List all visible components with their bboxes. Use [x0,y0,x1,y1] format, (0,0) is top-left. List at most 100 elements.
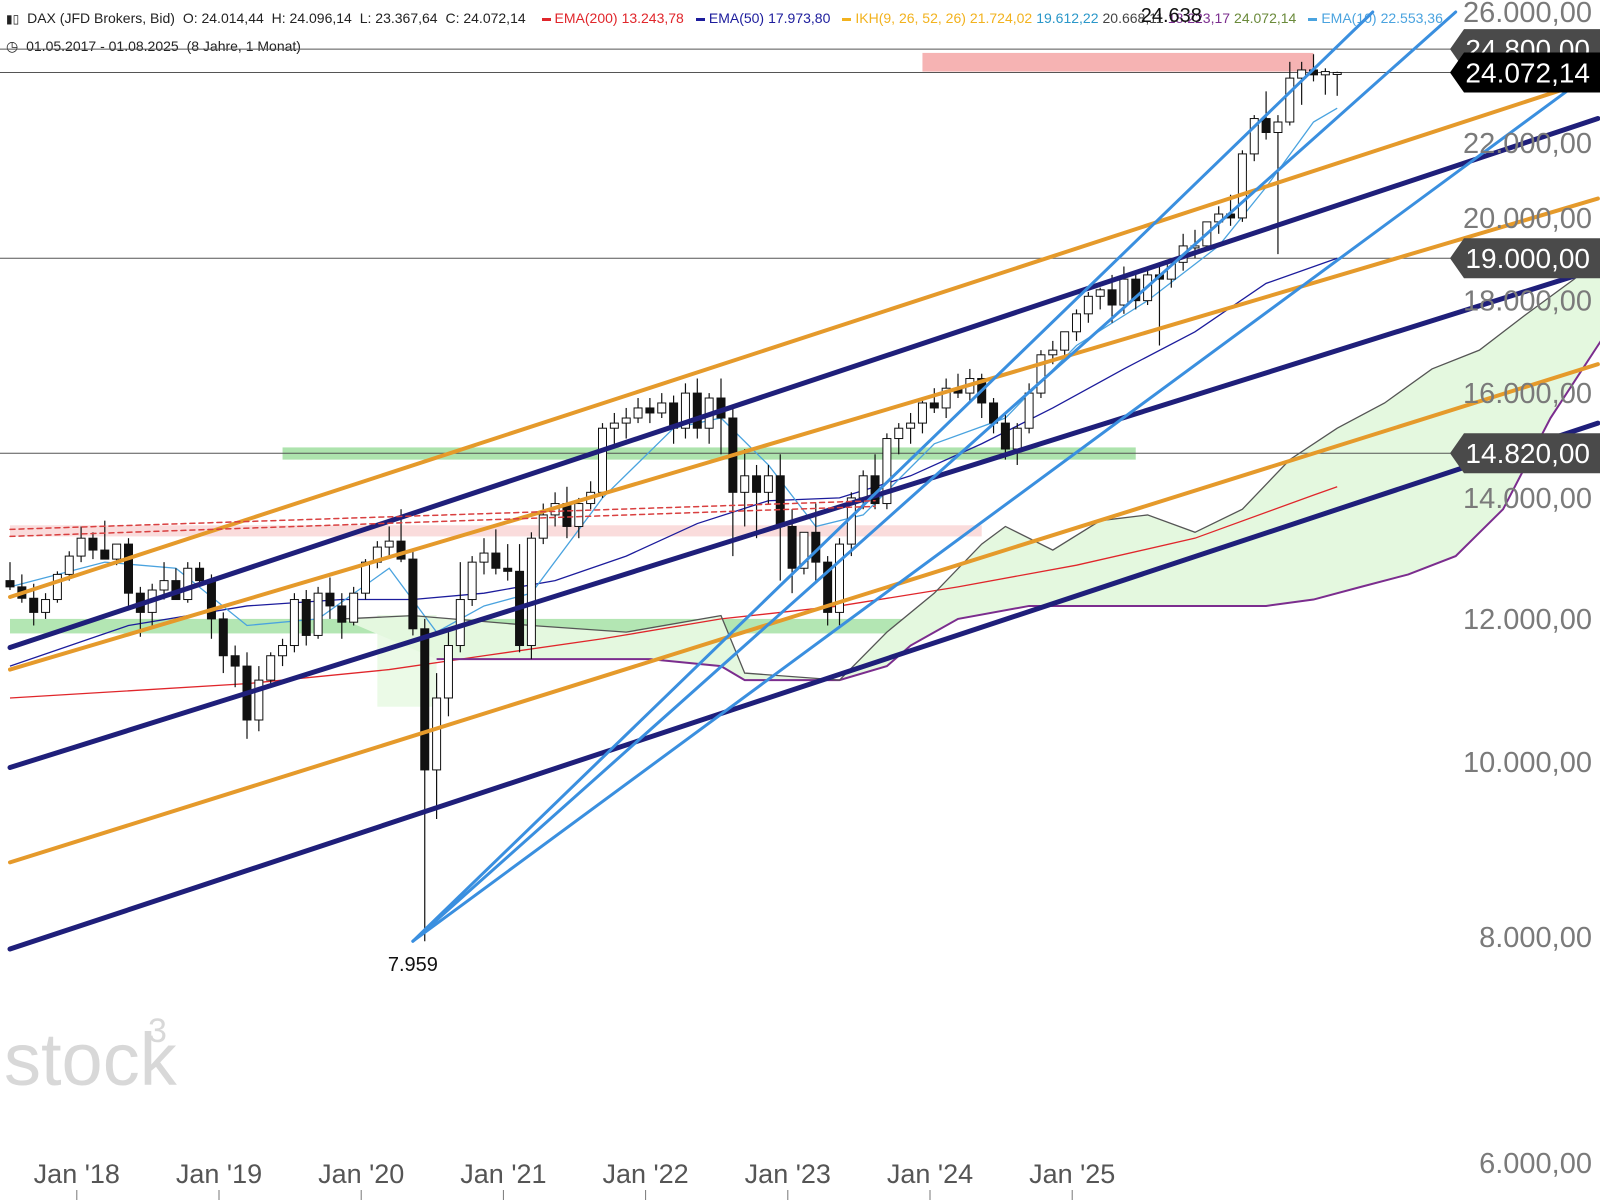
candle-body [799,531,809,569]
y-axis-tick-label: 10.000,00 [1463,747,1592,779]
trendline [7,266,1600,771]
chart-header-line1: ▮▯ DAX (JFD Brokers, Bid) O: 24.014,44 H… [6,10,1451,26]
candle-body [1119,278,1129,306]
candle-body [325,592,335,607]
candle-body [752,475,762,493]
candle-body [1095,289,1105,297]
candle-body [1000,422,1010,450]
y-axis-tick-label: 14.000,00 [1463,483,1592,515]
ichimoku-cloud [341,256,1600,681]
chart-header-line2: ◷ 01.05.2017 - 01.08.2025 (8 Jahre, 1 Mo… [6,38,305,55]
candle-body [633,407,643,419]
candle-body [195,567,205,582]
candle-body [1297,69,1307,79]
candle-body [52,573,62,601]
candle-body [29,597,39,613]
candle-body [503,567,513,572]
candle-body [230,655,240,667]
candle-body [1036,354,1046,394]
candle-body [443,645,453,699]
candle-body [538,514,548,539]
candle-body [1131,278,1141,302]
candle-body [775,475,785,527]
candle-body [1048,349,1058,356]
open-value: O: 24.014,44 [182,10,264,26]
legend-swatch [1308,17,1318,21]
high-value: H: 24.096,14 [271,10,352,26]
candle-body [266,655,276,681]
trendline [8,362,1600,865]
candle-body [41,599,51,613]
candle-body [1060,331,1070,351]
candle-body [692,392,702,429]
x-axis-tick-label: Jan '25 [1029,1159,1115,1189]
x-axis-tick-label: Jan '18 [34,1159,120,1189]
candle-body [609,422,619,429]
instrument-icon: ▮▯ [6,12,20,26]
indicator-legend: EMA(200) 13.243,78 EMA(50) 17.973,80 IKH(9, … [534,10,1447,26]
trendline [411,10,1375,943]
trendline [8,196,1600,672]
price-tag-background [1450,238,1600,279]
candle-body [894,427,904,440]
x-axis-tick-label: Jan '23 [745,1159,831,1189]
candle-body [1107,289,1117,306]
candle-body [1261,118,1271,133]
candle-body [1332,71,1342,75]
candle-body [420,628,430,771]
x-axis-tick-label: Jan '24 [887,1159,973,1189]
candle-body [124,543,133,594]
trendline [7,116,1600,651]
legend-label: IKH(9, 26, 52, 26) [855,10,966,26]
price-tag-label: 19.000,00 [1465,243,1590,274]
candle-body [254,679,264,721]
legend-value: 22.553,36 [1380,10,1443,26]
x-axis-tick-label: Jan '19 [176,1159,262,1189]
candle-body [313,592,323,636]
y-axis-tick-label: 18.000,00 [1463,286,1592,318]
y-axis-tick-label: 6.000,00 [1479,1148,1592,1180]
candle-body [479,552,489,563]
watermark-logo-sup: 3 [148,1012,167,1050]
legend-swatch [695,17,705,21]
candle-body [787,525,797,569]
candle-body [858,475,868,499]
y-axis-tick-label: 16.000,00 [1463,378,1592,410]
legend-label: EMA(200) [554,10,618,26]
candle-body [621,417,631,424]
watermark-logo: stock [4,1018,178,1101]
candle-body [218,618,228,657]
candle-body [5,580,15,588]
candle-body [289,599,299,647]
x-axis-tick-label: Jan '20 [318,1159,404,1189]
candle-body [680,392,690,429]
candle-body [88,537,98,551]
trendline [411,10,1458,943]
candle-body [396,540,406,560]
candle-body [64,555,74,575]
candle-body [526,537,536,647]
candle-body [183,567,193,601]
legend-value: 17.973,80 [768,10,831,26]
trendline [411,66,1600,943]
candle-body [455,599,465,647]
candle-body [882,438,892,505]
candle-body [645,407,655,414]
legend-swatch [541,17,551,21]
candle-body [1320,71,1330,76]
date-range-note: (8 Jahre, 1 Monat) [186,38,301,54]
candle-body [1072,313,1081,333]
y-axis-tick-label: 12.000,00 [1463,604,1592,636]
instrument-name: DAX (JFD Brokers, Bid) [27,10,175,26]
x-axis-tick-label: Jan '22 [602,1159,688,1189]
candle-body [384,540,394,548]
price-tag-background [1450,433,1600,474]
y-axis-tick-label: 26.000,00 [1463,0,1592,29]
price-tag-label: 14.820,00 [1465,438,1590,469]
date-range: 01.05.2017 - 01.08.2025 [26,38,179,54]
candle-body [574,503,584,527]
legend-value: 20.668,11 [1102,10,1164,26]
candle-body [491,552,501,569]
candle-body [112,543,122,560]
